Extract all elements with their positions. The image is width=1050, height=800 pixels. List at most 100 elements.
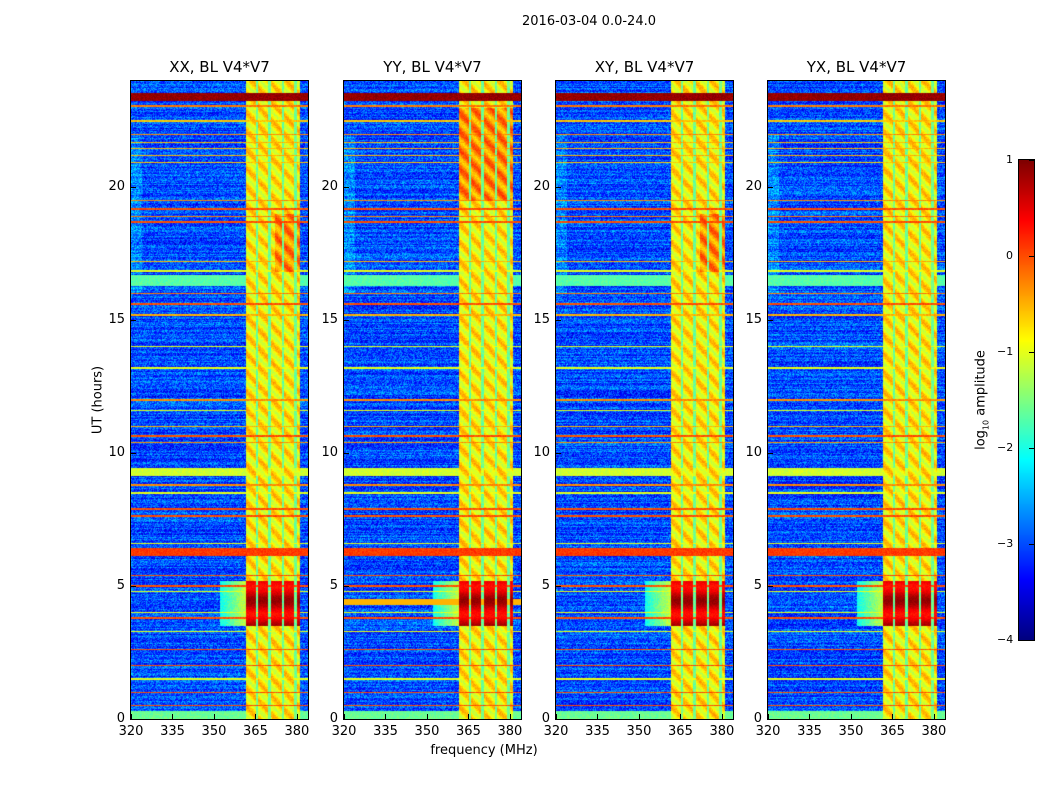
x-tick-label: 335 (373, 724, 398, 739)
y-tick-mark (131, 453, 136, 455)
x-tick-mark (933, 714, 935, 719)
heatmap-image (556, 81, 733, 719)
y-tick-mark (556, 187, 561, 189)
x-tick-mark (385, 714, 387, 719)
x-tick-label: 365 (243, 724, 268, 739)
x-tick-mark (597, 714, 599, 719)
x-axis-label: frequency (MHz) (430, 743, 538, 758)
x-tick-mark (426, 714, 428, 719)
x-tick-mark (680, 714, 682, 719)
y-tick-mark (556, 586, 561, 588)
y-tick-label: 15 (321, 312, 338, 328)
y-tick-mark (344, 586, 349, 588)
heatmap-image (768, 81, 945, 719)
y-tick-label: 0 (753, 711, 762, 726)
spectrogram-panel-xy (555, 80, 734, 720)
x-tick-mark (509, 714, 511, 719)
y-tick-mark (768, 453, 773, 455)
x-tick-mark (468, 714, 470, 719)
panel-title: YY, BL V4*V7 (383, 58, 482, 76)
colorbar-tick-label: 0 (1006, 249, 1013, 262)
y-tick-mark (131, 320, 136, 322)
colorbar-tick-mark (1029, 352, 1034, 353)
x-tick-mark (809, 714, 811, 719)
colorbar (1018, 159, 1035, 641)
x-tick-label: 350 (414, 724, 440, 739)
y-tick-label: 5 (116, 578, 125, 594)
x-tick-label: 350 (626, 724, 652, 739)
colorbar-tick-label: −1 (997, 345, 1014, 358)
y-tick-mark (768, 586, 773, 588)
colorbar-tick-label: −3 (997, 537, 1014, 550)
y-tick-label: 5 (753, 578, 762, 594)
colorbar-tick-mark (1029, 256, 1034, 257)
y-tick-mark (344, 453, 349, 455)
x-tick-mark (892, 714, 894, 719)
figure-title: 2016-03-04 0.0-24.0 (522, 14, 656, 29)
y-tick-label: 0 (116, 711, 125, 726)
x-tick-mark (296, 714, 298, 719)
x-tick-mark (768, 714, 769, 719)
y-tick-label: 20 (745, 179, 762, 195)
colorbar-gradient (1019, 160, 1034, 640)
y-tick-label: 10 (745, 445, 762, 461)
colorbar-tick-label: 1 (1006, 153, 1013, 166)
y-tick-label: 20 (321, 179, 338, 195)
x-tick-mark (255, 714, 257, 719)
x-tick-mark (556, 714, 557, 719)
x-tick-label: 365 (880, 724, 905, 739)
y-tick-label: 10 (321, 445, 338, 461)
x-tick-label: 335 (160, 724, 185, 739)
y-tick-mark (344, 187, 349, 189)
x-tick-mark (172, 714, 174, 719)
y-tick-mark (556, 453, 561, 455)
y-tick-label: 10 (533, 445, 550, 461)
x-tick-label: 335 (797, 724, 822, 739)
spectrogram-panel-xx (130, 80, 309, 720)
colorbar-tick-mark (1029, 448, 1034, 449)
x-tick-label: 335 (585, 724, 610, 739)
heatmap-image (344, 81, 521, 719)
x-tick-mark (344, 714, 345, 719)
y-tick-label: 5 (329, 578, 338, 594)
y-tick-mark (556, 320, 561, 322)
y-tick-mark (131, 586, 136, 588)
colorbar-tick-label: −4 (997, 633, 1014, 646)
panel-title: YX, BL V4*V7 (806, 58, 907, 76)
x-tick-mark (638, 714, 640, 719)
y-tick-mark (344, 320, 349, 322)
panel-title: XY, BL V4*V7 (594, 58, 695, 76)
y-tick-mark (131, 719, 136, 720)
y-tick-mark (556, 719, 561, 720)
colorbar-tick-mark (1029, 544, 1034, 545)
y-tick-label: 10 (108, 445, 125, 461)
colorbar-tick-mark (1029, 640, 1034, 641)
colorbar-label-sub: 10 (981, 419, 991, 431)
x-tick-label: 380 (709, 724, 735, 739)
panel-title: XX, BL V4*V7 (169, 58, 270, 76)
x-tick-label: 350 (201, 724, 227, 739)
x-tick-label: 365 (456, 724, 481, 739)
x-tick-label: 320 (331, 724, 357, 739)
y-tick-label: 5 (541, 578, 550, 594)
y-tick-mark (768, 719, 773, 720)
y-tick-label: 0 (329, 711, 338, 726)
colorbar-label-suffix: amplitude (973, 350, 989, 420)
x-tick-label: 365 (668, 724, 693, 739)
y-tick-mark (768, 187, 773, 189)
spectrogram-panel-yy (343, 80, 522, 720)
y-tick-label: 15 (745, 312, 762, 328)
x-tick-label: 350 (838, 724, 864, 739)
x-tick-label: 380 (284, 724, 310, 739)
x-tick-mark (213, 714, 215, 719)
y-axis-label: UT (hours) (90, 365, 106, 435)
x-tick-mark (721, 714, 723, 719)
colorbar-tick-mark (1029, 160, 1034, 161)
colorbar-tick-label: −2 (997, 441, 1014, 454)
x-tick-label: 380 (921, 724, 947, 739)
y-tick-mark (344, 719, 349, 720)
y-tick-label: 15 (108, 312, 125, 328)
y-tick-label: 20 (533, 179, 550, 195)
y-tick-label: 0 (541, 711, 550, 726)
